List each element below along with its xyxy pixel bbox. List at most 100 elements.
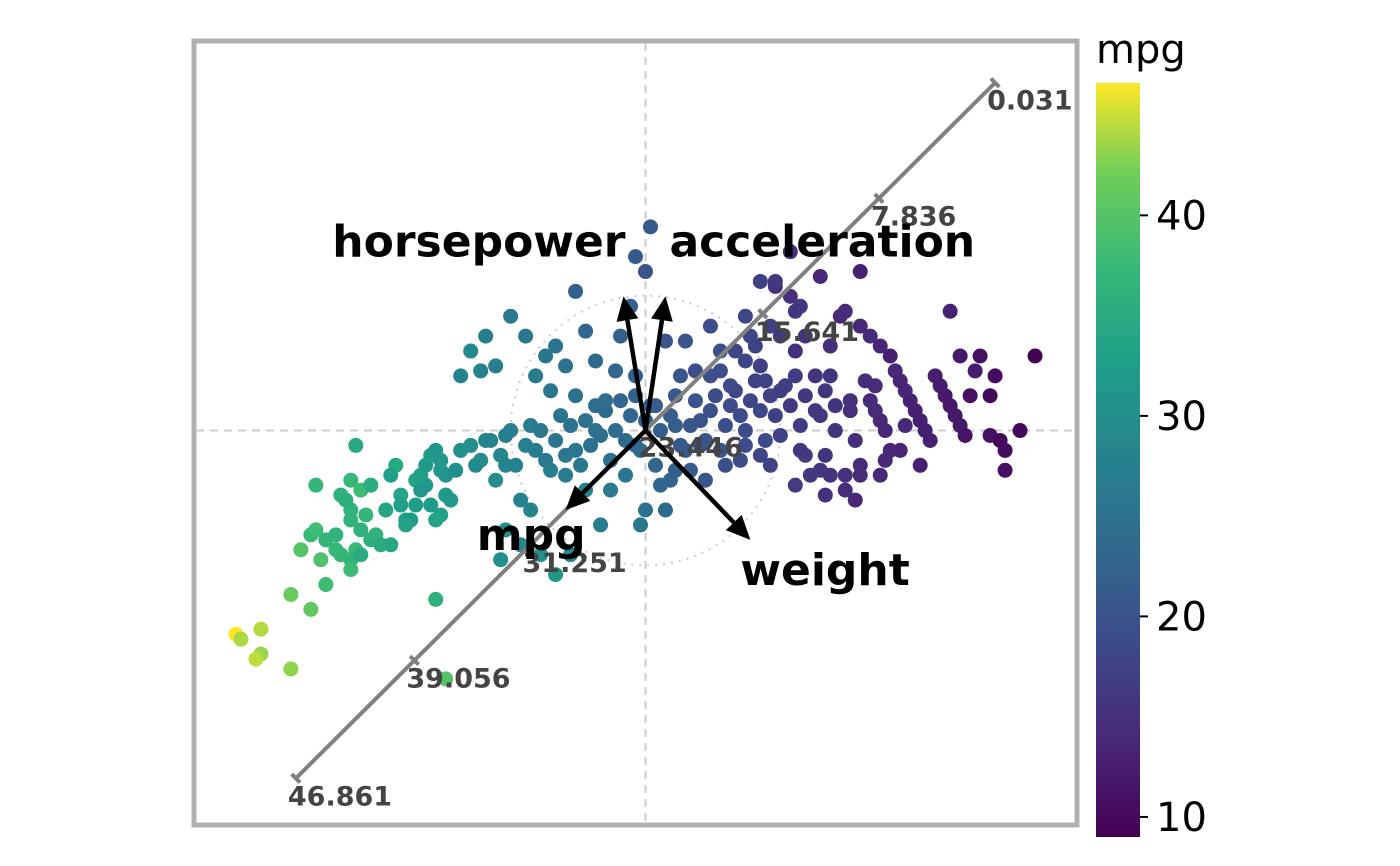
scatter-point [647, 457, 663, 473]
calibrated-axis-tick [524, 539, 537, 551]
scatter-point [872, 338, 888, 354]
scatter-point [812, 408, 828, 424]
scatter-point [982, 388, 998, 404]
scatter-point [383, 537, 399, 553]
scatter-point [628, 249, 643, 265]
scatter-point [822, 338, 838, 354]
scatter-point [642, 219, 658, 235]
scatter-point [548, 338, 564, 354]
scatter-point [308, 477, 324, 493]
scatter-point [503, 308, 519, 324]
scatter-point [837, 467, 853, 483]
scatter-point [737, 423, 753, 439]
scatter-point [248, 651, 264, 667]
scatter-point [613, 393, 629, 409]
colorbar-title: mpg [1096, 27, 1186, 73]
scatter-point [752, 403, 768, 419]
biplot-arrow-label: weight [740, 545, 909, 596]
scatter-point [817, 383, 833, 399]
colorbar-tick-label: 10 [1156, 795, 1207, 841]
scatter-point [837, 482, 853, 498]
scatter-point [997, 462, 1013, 478]
scatter-point [1012, 423, 1028, 439]
scatter-point [438, 671, 454, 687]
scatter-point [637, 502, 653, 518]
scatter-points [228, 219, 1043, 687]
scatter-point [443, 492, 459, 508]
scatter-point [428, 591, 444, 607]
scatter-point [473, 363, 489, 379]
scatter-point [912, 457, 928, 473]
scatter-point [787, 477, 803, 493]
scatter-point [573, 457, 589, 473]
colorbar-tick-label: 30 [1156, 394, 1207, 440]
scatter-point [687, 393, 703, 409]
scatter-point [543, 462, 559, 478]
scatter-point [757, 373, 773, 389]
scatter-point [558, 358, 574, 374]
scatter-point [593, 517, 609, 533]
scatter-point [343, 472, 359, 488]
scatter-point [652, 477, 668, 493]
scatter-point [717, 457, 733, 473]
calibrated-axis-tick-label: 39.056 [406, 663, 510, 694]
scatter-point [737, 308, 753, 324]
scatter-point [797, 388, 813, 404]
scatter-point [787, 343, 803, 359]
scatter-point [862, 328, 878, 344]
scatter-point [503, 423, 519, 439]
scatter-point [877, 452, 893, 468]
scatter-point [313, 552, 329, 568]
scatter-point [762, 457, 778, 473]
scatter-point [847, 432, 863, 448]
scatter-point [528, 442, 544, 458]
scatter-point [717, 418, 733, 434]
scatter-point [613, 328, 629, 344]
scatter-point [772, 328, 788, 344]
scatter-point [578, 323, 594, 339]
scatter-point [1027, 348, 1043, 364]
biplot-arrow-shaft [643, 428, 736, 525]
scatter-point [817, 487, 833, 503]
scatter-point [972, 348, 988, 364]
scatter-point [742, 393, 758, 409]
scatter-point [588, 353, 604, 369]
scatter-point [752, 358, 768, 374]
scatter-point [852, 467, 868, 483]
biplot-arrows: horsepower acceleration mpg weight [332, 216, 975, 595]
scatter-point [488, 472, 504, 488]
scatter-point [797, 328, 813, 344]
scatter-point [632, 517, 648, 533]
scatter-point [772, 427, 788, 443]
scatter-point [772, 383, 788, 399]
scatter-point [827, 423, 843, 439]
scatter-point [413, 482, 429, 498]
scatter-point [842, 393, 858, 409]
scatter-point [348, 437, 364, 453]
scatter-point [807, 368, 823, 384]
scatter-point [383, 467, 399, 483]
scatter-point [593, 427, 609, 443]
scatter-point [782, 398, 798, 414]
calibrated-axis-tick-label: 15.641 [755, 317, 859, 348]
calibrated-axis-tick [757, 308, 769, 320]
scatter-point [637, 264, 653, 280]
biplot-arrow-head [725, 514, 751, 540]
scatter-point [822, 467, 838, 483]
scatter-point [952, 348, 968, 364]
scatter-point [787, 368, 803, 384]
scatter-point [303, 601, 319, 617]
scatter-point [493, 552, 509, 568]
biplot-arrow-head [651, 296, 673, 322]
scatter-point [672, 368, 688, 384]
biplot-arrow-shaft [625, 319, 648, 431]
scatter-point [652, 423, 668, 439]
scatter-point [318, 577, 334, 593]
biplot-arrow-label: horsepower [332, 216, 625, 267]
calibrated-axis-tick [290, 772, 302, 784]
scatter-point [957, 427, 973, 443]
biplot-arrow-label: mpg [477, 510, 586, 561]
colorbar: mpg 10 20 30 40 [1096, 27, 1207, 841]
scatter-point [737, 437, 753, 453]
